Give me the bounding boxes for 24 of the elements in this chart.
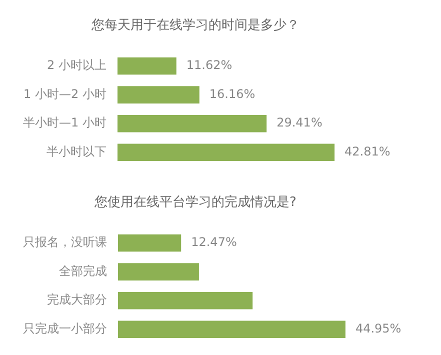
y-tick-label: 全部完成 xyxy=(59,264,107,278)
data-label: 16.16% xyxy=(209,86,256,101)
data-label: 11.62% xyxy=(186,58,232,72)
y-tick-label: 只报名，没听课 xyxy=(23,235,107,250)
y-tick-label: 只完成一小部分 xyxy=(23,322,107,336)
bar xyxy=(118,292,253,310)
bar xyxy=(117,86,200,104)
y-tick-label: 半小时—1 小时 xyxy=(22,116,106,130)
y-tick-label: 完成大部分 xyxy=(47,292,107,307)
bar xyxy=(117,144,335,162)
data-label: 12.47% xyxy=(191,235,237,250)
data-label: 42.81% xyxy=(344,144,390,159)
bar xyxy=(118,263,199,280)
chart-title: 您使用在线平台学习的完成情况是? xyxy=(94,194,296,210)
bar xyxy=(118,320,346,338)
bar xyxy=(117,57,176,75)
data-label: 44.95% xyxy=(355,322,402,336)
y-tick-label: 2 小时以上 xyxy=(46,58,106,72)
y-tick-label: 半小时以下 xyxy=(46,144,106,159)
bar xyxy=(118,234,182,252)
chart-title: 您每天用于在线学习的时间是多少？ xyxy=(90,18,300,34)
data-label: 29.41% xyxy=(276,116,322,130)
bar xyxy=(117,114,267,132)
y-tick-label: 1 小时—2 小时 xyxy=(24,86,106,101)
